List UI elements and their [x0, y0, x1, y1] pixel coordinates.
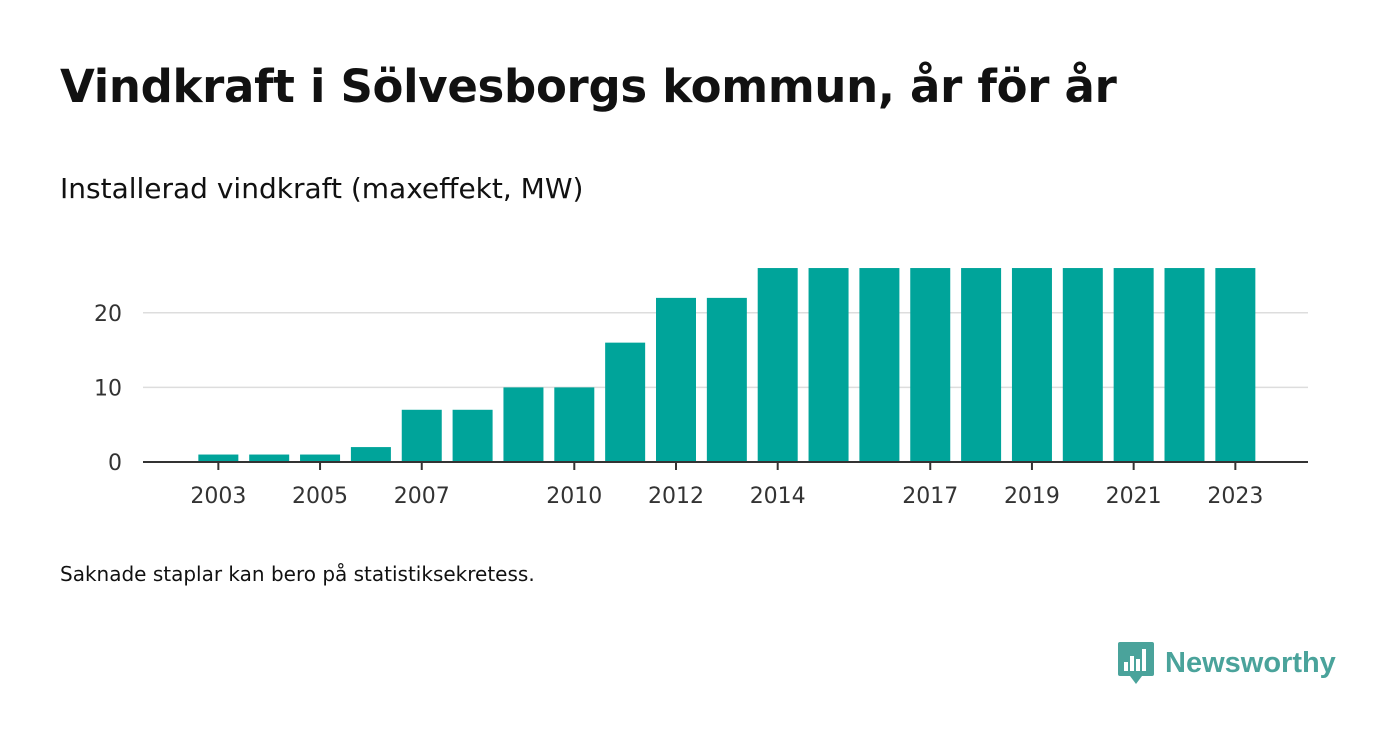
bar-2015	[808, 268, 849, 462]
x-tick-label-2019: 2019	[1004, 484, 1060, 509]
bar-2020	[1062, 268, 1103, 462]
bar-2021	[1113, 268, 1154, 462]
bar-2023	[1215, 268, 1256, 462]
chart-title: Vindkraft i Sölvesborgs kommun, år för å…	[60, 60, 1117, 113]
x-tick-label-2007: 2007	[394, 484, 450, 509]
bar-2011	[605, 342, 646, 462]
footnote: Saknade staplar kan bero på statistiksek…	[60, 562, 535, 586]
bar-2017	[910, 268, 951, 462]
bar-2022	[1164, 268, 1205, 462]
bar-chart: 0 10 20 2003 2005 2007 2010 2012 2014 2017 2019 202…	[94, 268, 1308, 509]
y-tick-label-10: 10	[94, 376, 122, 401]
y-tick-label-0: 0	[108, 451, 122, 476]
bar-2004	[249, 454, 290, 462]
y-tick-label-20: 20	[94, 302, 122, 327]
bar-chart-speech-bubble-icon	[1118, 642, 1154, 684]
bar-2003	[198, 454, 239, 462]
x-tick-label-2023: 2023	[1207, 484, 1263, 509]
tick-labels: 0 10 20 2003 2005 2007 2010 2012 2014 2017 2019 202…	[94, 302, 1263, 509]
bar-2018	[961, 268, 1002, 462]
brand-name: Newsworthy	[1165, 646, 1336, 679]
x-tick-label-2012: 2012	[648, 484, 704, 509]
bar-2006	[350, 447, 391, 462]
bars	[198, 268, 1256, 462]
bar-2013	[706, 297, 747, 462]
bar-2019	[1011, 268, 1052, 462]
bar-2005	[300, 454, 341, 462]
x-tick-label-2017: 2017	[902, 484, 958, 509]
bar-2010	[554, 387, 595, 462]
bar-2008	[452, 409, 493, 462]
bar-2012	[656, 297, 696, 462]
x-tick-label-2021: 2021	[1106, 484, 1162, 509]
x-tick-label-2010: 2010	[546, 484, 602, 509]
bar-2007	[401, 409, 442, 462]
bar-2009	[503, 387, 544, 462]
chart-subtitle: Installerad vindkraft (maxeffekt, MW)	[60, 172, 584, 205]
bar-2016	[859, 268, 900, 462]
axes	[143, 461, 1308, 470]
x-tick-label-2014: 2014	[750, 484, 806, 509]
x-tick-label-2003: 2003	[190, 484, 246, 509]
x-tick-label-2005: 2005	[292, 484, 348, 509]
bar-2014	[757, 268, 798, 462]
newsworthy-logo[interactable]: Newsworthy	[1117, 640, 1336, 686]
